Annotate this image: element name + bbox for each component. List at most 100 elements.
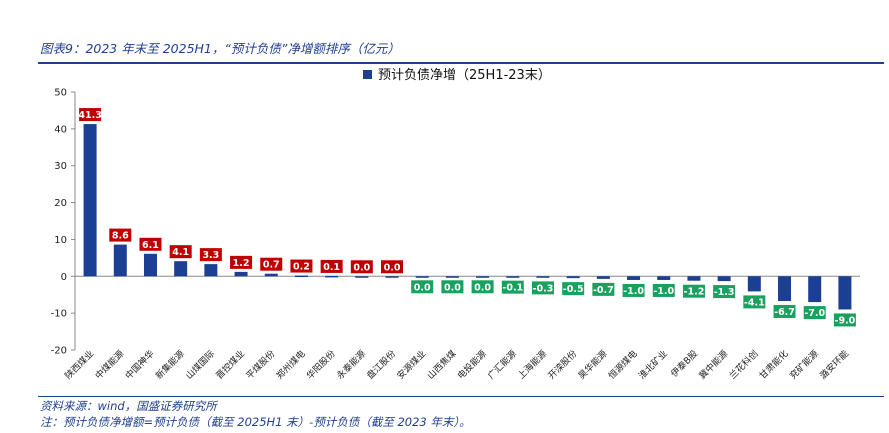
- category-label: 淮北矿业: [636, 348, 670, 382]
- bar: [355, 276, 369, 278]
- category-label: 盘江股份: [364, 348, 398, 382]
- category-label: 陕西煤业: [62, 348, 96, 382]
- bar: [687, 276, 701, 281]
- data-label-box: [773, 304, 796, 318]
- category-label: 昊华能源: [576, 348, 610, 382]
- bar: [717, 276, 731, 282]
- chart-bars: [83, 124, 852, 310]
- chart-axes: -20 -10 0 10 20 30 40 50: [51, 88, 860, 357]
- data-label: -0.5: [563, 284, 584, 295]
- bar: [808, 276, 822, 303]
- data-label: 1.2: [233, 258, 250, 269]
- data-label: 6.1: [142, 240, 159, 251]
- data-label-box: [833, 313, 856, 327]
- category-label: 中国神华: [123, 348, 157, 382]
- bar: [385, 276, 399, 278]
- data-label-box: [199, 248, 222, 262]
- data-label: -4.1: [744, 297, 765, 308]
- category-label: 平煤股份: [243, 348, 277, 382]
- data-label-box: [622, 283, 645, 297]
- data-label-box: [652, 283, 675, 297]
- data-label-box: [743, 295, 766, 309]
- footer-rule: [38, 396, 884, 397]
- bar: [174, 261, 188, 277]
- bar: [445, 276, 459, 278]
- data-label: -1.0: [623, 286, 644, 297]
- category-label: 潞安环能: [817, 348, 851, 382]
- bar: [143, 253, 157, 277]
- category-label: 广汇能源: [485, 348, 519, 382]
- y-tick-label: -20: [51, 346, 67, 357]
- bar: [325, 275, 339, 278]
- bar: [627, 276, 641, 280]
- y-tick-label: 30: [54, 161, 67, 172]
- data-label: 0.0: [474, 282, 491, 293]
- data-label-box: [562, 282, 585, 296]
- data-label: -1.3: [714, 287, 735, 298]
- bar: [838, 276, 852, 310]
- category-label: 兰花科创: [726, 348, 760, 382]
- chart-legend: 预计负债净增（25H1-23末）: [363, 68, 551, 83]
- bar-chart: 预计负债净增（25H1-23末） -20 -10 0 10 20 30 40 50 41.3 8…: [51, 68, 860, 382]
- bar: [204, 264, 218, 277]
- data-label-box: [290, 259, 313, 273]
- data-label: 0.0: [384, 262, 401, 273]
- legend-label: 预计负债净增（25H1-23末）: [378, 68, 551, 83]
- category-label: 永泰能源: [334, 348, 368, 382]
- data-label-box: [531, 281, 554, 295]
- bar: [113, 244, 127, 277]
- data-label-box: [381, 260, 404, 274]
- category-label: 晋控煤业: [213, 348, 247, 382]
- category-label: 山煤国际: [183, 348, 217, 382]
- category-label: 山西焦煤: [425, 348, 459, 382]
- data-label: 0.7: [263, 260, 280, 271]
- data-label: 0.1: [323, 262, 340, 273]
- category-label: 甘肃能化: [757, 348, 791, 382]
- data-label: 0.2: [293, 262, 310, 273]
- data-label: -7.0: [804, 308, 825, 319]
- data-label: -6.7: [774, 307, 795, 318]
- data-label: 4.1: [172, 247, 189, 258]
- data-label-box: [320, 259, 343, 273]
- data-label: -1.0: [653, 286, 674, 297]
- bar: [264, 273, 278, 277]
- data-label: -1.2: [684, 287, 705, 298]
- category-label: 开滦股份: [545, 348, 579, 382]
- category-label: 安源煤业: [394, 348, 428, 382]
- title-rule: [38, 62, 884, 64]
- bar: [747, 276, 761, 292]
- chart-data-labels: 41.3 8.6 6.1 4.1 3.3 1.2 0.7 0.2 0.1 0.0 0.0 0.0 0.0…: [78, 108, 856, 327]
- data-label-box: [169, 245, 192, 259]
- category-label: 华阳股份: [304, 348, 338, 382]
- y-tick-label: 10: [54, 235, 67, 246]
- bar: [415, 276, 429, 278]
- category-label: 冀中能源: [696, 348, 730, 382]
- data-label: -0.3: [533, 283, 554, 294]
- bar: [657, 276, 671, 280]
- data-label: -0.1: [502, 283, 523, 294]
- bar: [83, 124, 97, 277]
- legend-swatch: [363, 70, 372, 79]
- footnote: 注：预计负债净增额=预计负债（截至 2025H1 末）-预计负债（截至 2023…: [40, 415, 471, 429]
- data-label: 0.0: [414, 282, 431, 293]
- data-label-box: [713, 285, 736, 299]
- bar: [778, 276, 792, 301]
- bar: [506, 276, 520, 278]
- data-label-box: [260, 257, 283, 271]
- category-label: 兖矿能源: [787, 348, 821, 382]
- category-label: 中煤能源: [92, 348, 126, 382]
- bar: [596, 276, 610, 279]
- y-tick-label: 20: [54, 198, 67, 209]
- data-label: -9.0: [835, 315, 856, 326]
- data-label: 0.0: [444, 282, 461, 293]
- figure-title: 图表9：2023 年末至 2025H1，“预计负债”净增额排序（亿元）: [40, 41, 400, 56]
- data-label: 41.3: [78, 110, 101, 121]
- category-label: 郑州煤电: [274, 348, 308, 382]
- data-label-box: [592, 282, 615, 296]
- data-label-box: [441, 280, 464, 294]
- data-label-box: [682, 284, 705, 298]
- y-tick-label: 40: [54, 124, 67, 135]
- data-label-box: [803, 306, 826, 320]
- data-label-box: [139, 237, 162, 251]
- data-label-box: [350, 260, 373, 274]
